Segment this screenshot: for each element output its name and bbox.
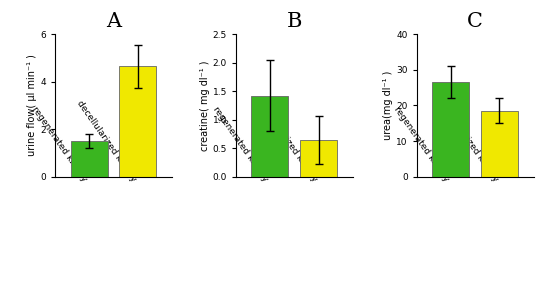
Bar: [481, 111, 518, 177]
Y-axis label: urea(mg dl⁻¹ ): urea(mg dl⁻¹ ): [383, 71, 393, 140]
Bar: [251, 96, 288, 177]
Bar: [70, 141, 107, 177]
Title: B: B: [287, 12, 302, 31]
Bar: [119, 66, 156, 177]
Title: C: C: [467, 12, 483, 31]
Y-axis label: urine flow( μl min⁻¹ ): urine flow( μl min⁻¹ ): [28, 54, 37, 156]
Title: A: A: [106, 12, 121, 31]
Bar: [300, 140, 337, 177]
Y-axis label: creatine( mg dl⁻¹ ): creatine( mg dl⁻¹ ): [200, 60, 210, 151]
Bar: [432, 82, 469, 177]
